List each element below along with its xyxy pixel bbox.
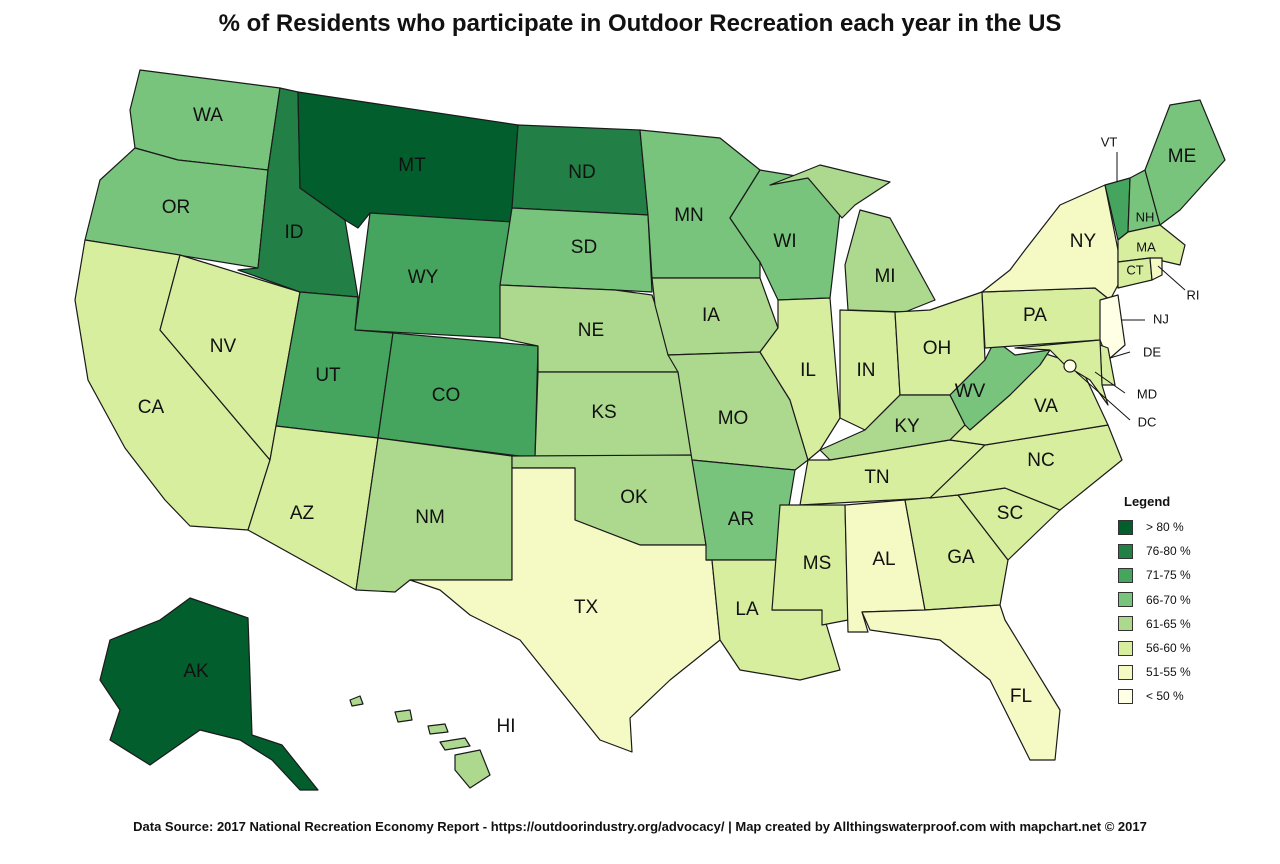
legend-item: 56-60 % [1118, 636, 1228, 660]
leader-lines [1075, 152, 1186, 421]
state-HI[interactable] [349, 695, 491, 789]
label-IL: IL [800, 360, 816, 381]
label-CA: CA [138, 397, 165, 418]
label-NH: NH [1136, 209, 1155, 224]
label-PA: PA [1023, 305, 1047, 326]
label-NE: NE [578, 320, 604, 341]
label-NY: NY [1070, 231, 1097, 252]
legend-label: 61-65 % [1146, 616, 1191, 631]
label-RI: RI [1187, 287, 1200, 302]
legend-item: 71-75 % [1118, 563, 1228, 587]
label-ME: ME [1168, 146, 1197, 167]
label-AZ: AZ [290, 503, 315, 524]
legend-label: 56-60 % [1146, 641, 1191, 656]
state-NJ[interactable] [1099, 294, 1126, 361]
state-WV[interactable] [949, 339, 1051, 431]
legend-swatch [1118, 567, 1133, 583]
label-NC: NC [1027, 450, 1054, 471]
state-NY[interactable] [981, 184, 1119, 301]
state-FL[interactable] [861, 604, 1061, 761]
label-TX: TX [574, 597, 599, 618]
legend-item: 66-70 % [1118, 588, 1228, 612]
label-AR: AR [728, 509, 754, 530]
label-VA: VA [1034, 396, 1058, 417]
label-NM: NM [415, 507, 445, 528]
label-TN: TN [864, 467, 889, 488]
legend-label: 66-70 % [1146, 592, 1191, 607]
legend-label: 71-75 % [1146, 568, 1191, 583]
label-ND: ND [568, 162, 595, 183]
label-WA: WA [193, 105, 223, 126]
state-SD[interactable] [499, 207, 653, 293]
label-IN: IN [857, 360, 876, 381]
label-SD: SD [571, 237, 597, 258]
label-HI: HI [497, 716, 516, 737]
legend-swatch [1118, 616, 1133, 632]
label-UT: UT [315, 365, 341, 386]
label-IA: IA [702, 305, 720, 326]
legend-swatch [1118, 640, 1133, 656]
label-MS: MS [803, 553, 832, 574]
legend-swatch [1118, 688, 1133, 704]
legend-swatch [1118, 543, 1133, 559]
label-ID: ID [285, 222, 304, 243]
state-AZ[interactable] [247, 425, 379, 591]
legend: Legend > 80 % 76-80 % 71-75 % 66-70 % 61… [1118, 494, 1228, 709]
legend-item: 76-80 % [1118, 539, 1228, 563]
label-LA: LA [735, 599, 759, 620]
label-DC: DC [1138, 414, 1157, 429]
label-AK: AK [183, 661, 209, 682]
legend-label: 51-55 % [1146, 665, 1191, 680]
label-MI: MI [874, 266, 895, 287]
label-OR: OR [162, 197, 191, 218]
state-DC[interactable] [1063, 359, 1077, 373]
label-MT: MT [398, 155, 426, 176]
legend-label: > 80 % [1146, 520, 1184, 535]
label-VT: VT [1101, 134, 1118, 149]
label-SC: SC [997, 503, 1023, 524]
label-WY: WY [408, 267, 439, 288]
label-MD: MD [1137, 386, 1157, 401]
label-DE: DE [1143, 344, 1161, 359]
state-WI[interactable] [729, 169, 841, 301]
map-title: % of Residents who participate in Outdoo… [218, 10, 1062, 37]
legend-swatch [1118, 519, 1133, 535]
label-MA: MA [1136, 239, 1156, 254]
label-KS: KS [591, 402, 616, 423]
label-CT: CT [1126, 262, 1143, 277]
legend-title: Legend [1124, 494, 1171, 509]
label-WI: WI [773, 231, 796, 252]
label-NV: NV [210, 336, 237, 357]
legend-item: 51-55 % [1118, 660, 1228, 684]
label-MO: MO [718, 408, 749, 429]
legend-item: < 50 % [1118, 684, 1228, 708]
label-WV: WV [955, 381, 986, 402]
state-TX[interactable] [409, 467, 721, 753]
legend-label: < 50 % [1146, 689, 1184, 704]
state-AK[interactable] [99, 597, 319, 791]
label-OH: OH [923, 338, 952, 359]
label-AL: AL [872, 549, 895, 570]
label-NJ: NJ [1153, 311, 1169, 326]
label-GA: GA [947, 547, 975, 568]
label-KY: KY [894, 416, 920, 437]
label-CO: CO [432, 385, 461, 406]
label-FL: FL [1010, 686, 1032, 707]
label-OK: OK [620, 487, 648, 508]
legend-swatch [1118, 592, 1133, 608]
state-RI[interactable] [1149, 257, 1163, 281]
legend-label: 76-80 % [1146, 544, 1191, 559]
legend-item: > 80 % [1118, 515, 1228, 539]
label-MN: MN [674, 205, 704, 226]
data-source-footer: Data Source: 2017 National Recreation Ec… [133, 819, 1147, 834]
legend-swatch [1118, 664, 1133, 680]
legend-item: 61-65 % [1118, 612, 1228, 636]
